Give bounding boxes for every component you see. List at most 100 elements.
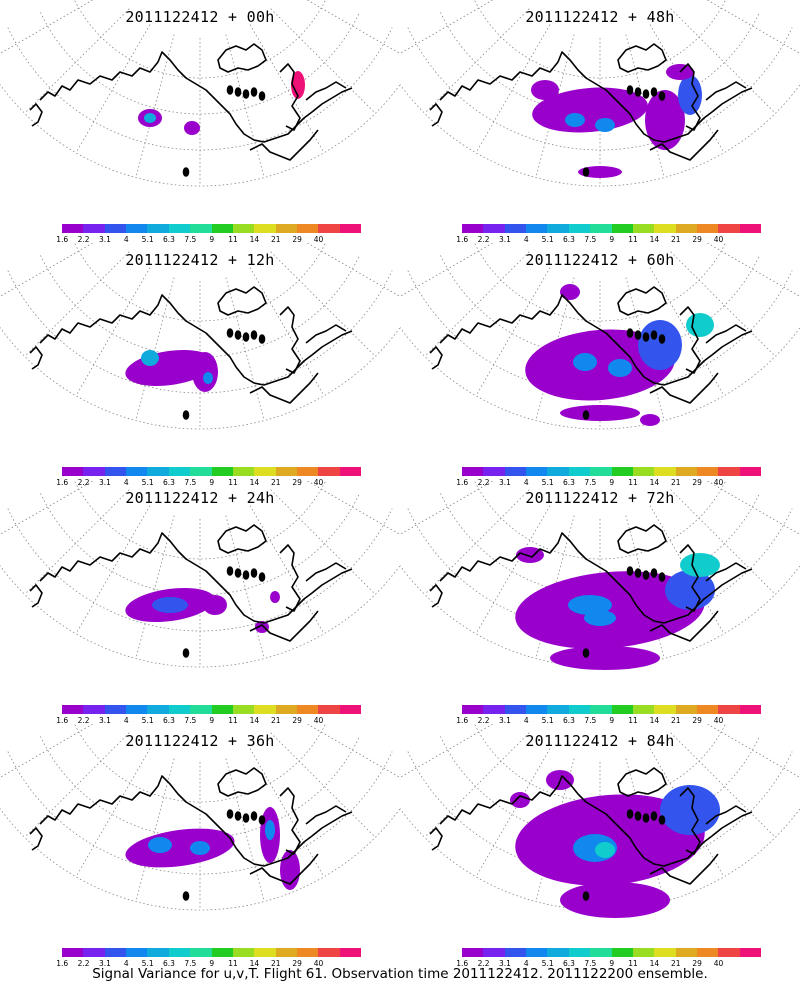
polar-stereographic-map (400, 0, 800, 187)
colorbar-swatch (632, 224, 655, 233)
colorbar-swatch (62, 948, 84, 957)
colorbar-label: 3.1 (98, 235, 111, 244)
island (242, 813, 250, 823)
island (650, 568, 658, 578)
colorbar-swatch (339, 467, 362, 476)
colorbar-label: 1.6 (56, 478, 69, 487)
coastline (649, 610, 719, 642)
colorbar-label: 4 (123, 959, 129, 968)
island (642, 813, 650, 823)
variance-region (638, 320, 682, 370)
map-panel-36h: 2011122412 + 36h 1.6 2.2 3.1 4 5.1 6.3 7.5 9 11 1… (0, 724, 400, 969)
colorbar-swatch (168, 467, 191, 476)
variance-region (291, 71, 305, 99)
island (242, 332, 250, 342)
colorbar-swatch (590, 467, 612, 476)
coastline (249, 610, 319, 642)
variance-contours (525, 284, 714, 426)
colorbar-label: 40 (313, 478, 324, 487)
colorbar-swatch (696, 224, 719, 233)
colorbar-label: 2.2 (477, 959, 490, 968)
colorbar-label: 11 (228, 235, 238, 244)
colorbar-labels: 1.6 2.2 3.1 4 5.1 6.3 7.5 9 11 14 21 29 40 (456, 235, 761, 245)
variance-region (678, 75, 702, 115)
colorbar-label: 1.6 (456, 235, 469, 244)
colorbar-label: 40 (713, 959, 724, 968)
island (626, 809, 634, 819)
colorbar-label: 21 (671, 235, 681, 244)
colorbar-label: 11 (628, 959, 638, 968)
colorbar-label: 1.6 (456, 959, 469, 968)
coastline (279, 306, 301, 374)
colorbar-swatch (275, 224, 297, 233)
colorbar-label: 3.1 (98, 716, 111, 725)
island (226, 85, 234, 95)
colorbar-label: 7.5 (584, 959, 597, 968)
island (250, 568, 258, 578)
island (658, 91, 666, 101)
colorbar-label: 1.6 (456, 478, 469, 487)
colorbar-label: 14 (649, 235, 660, 244)
coastline (29, 584, 43, 608)
colorbar-swatch (275, 467, 297, 476)
colorbar-swatch (254, 467, 276, 476)
coastline (217, 767, 267, 797)
colorbar-label: 5.1 (141, 235, 154, 244)
variance-region (560, 284, 580, 300)
colorbar-label: 2.2 (477, 716, 490, 725)
polar-stereographic-map (0, 724, 400, 911)
colorbar-swatch (568, 224, 591, 233)
colorbar-swatch (590, 224, 612, 233)
colorbar-label: 29 (692, 478, 702, 487)
map-panel-48h: 2011122412 + 48h 1.6 2.2 3.1 4 5.1 6.3 7.5 9 11 1… (400, 0, 800, 245)
colorbar-swatch (126, 467, 148, 476)
colorbar-label: 14 (649, 478, 660, 487)
coastlines (29, 43, 353, 177)
island (258, 572, 266, 582)
colorbar-swatch (483, 705, 505, 714)
colorbar-swatch (675, 948, 697, 957)
colorbar-swatch (83, 467, 105, 476)
colorbar-label: 3.1 (98, 478, 111, 487)
colorbar-labels: 1.6 2.2 3.1 4 5.1 6.3 7.5 9 11 14 21 29 40 (456, 478, 761, 488)
coastline (705, 562, 747, 582)
colorbar-swatch (568, 705, 591, 714)
island (182, 648, 190, 658)
colorbar-label: 2.2 (77, 235, 90, 244)
coastlines (429, 286, 753, 420)
colorbar-label: 3.1 (498, 959, 511, 968)
colorbar-swatch (696, 467, 719, 476)
colorbar-swatch (211, 467, 233, 476)
colorbar-label: 6.3 (163, 959, 175, 968)
colorbar-swatch (126, 705, 148, 714)
colorbar-labels: 1.6 2.2 3.1 4 5.1 6.3 7.5 9 11 14 21 29 40 (56, 716, 361, 726)
colorbar-label: 9 (609, 235, 615, 244)
coastline (429, 584, 443, 608)
coastline (217, 43, 267, 73)
graticule (0, 243, 400, 430)
colorbar (462, 467, 762, 476)
variance-region (525, 329, 675, 401)
polar-stereographic-map (0, 243, 400, 430)
colorbar-label: 21 (671, 716, 681, 725)
island (234, 87, 242, 97)
variance-contours (510, 770, 720, 918)
variance-region (560, 882, 670, 918)
colorbar-label: 14 (649, 959, 660, 968)
island (650, 811, 658, 821)
colorbar-swatch (526, 467, 548, 476)
map-panel-72h: 2011122412 + 72h 1.6 2.2 3.1 4 5.1 6.3 7.5 9 11 1… (400, 481, 800, 726)
variance-region (531, 80, 559, 100)
coastline (617, 43, 667, 73)
colorbar-swatch (126, 224, 148, 233)
coastline (705, 81, 747, 101)
coastline (305, 81, 347, 101)
coastline (279, 787, 301, 855)
polar-stereographic-map (0, 0, 400, 187)
island (250, 330, 258, 340)
colorbar-label: 2.2 (77, 716, 90, 725)
island (582, 891, 590, 901)
polar-stereographic-map (0, 481, 400, 668)
colorbar-label: 11 (628, 716, 638, 725)
colorbar-swatch (611, 705, 633, 714)
